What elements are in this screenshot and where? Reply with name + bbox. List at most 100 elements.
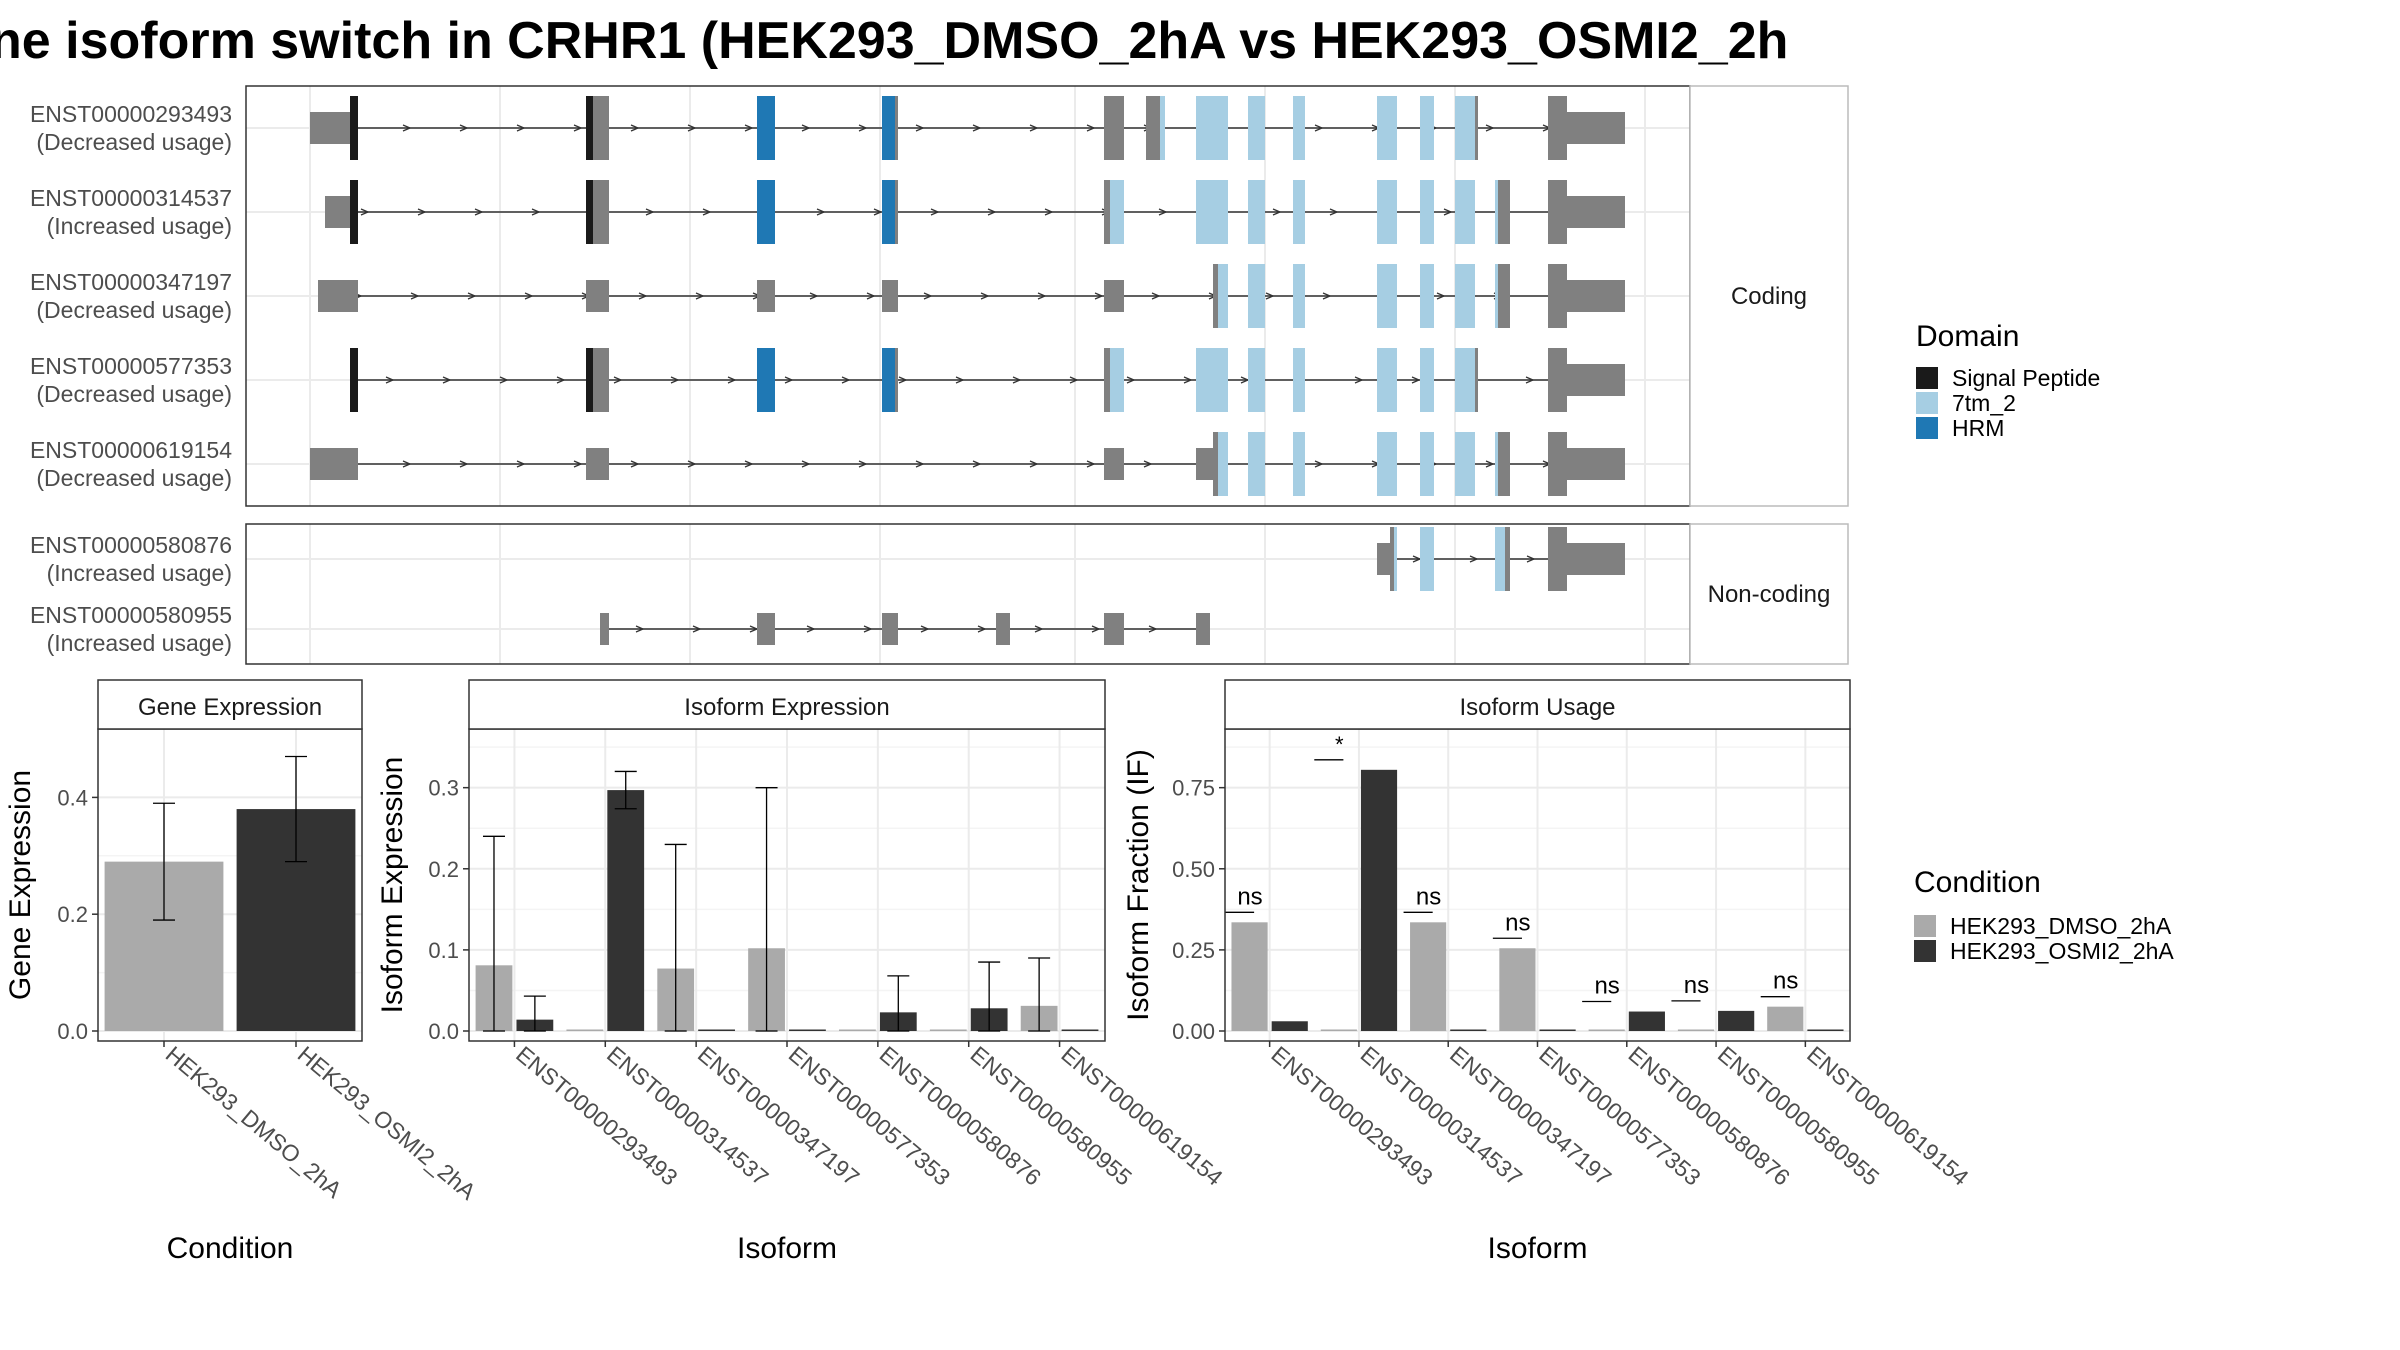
noncoding-strip xyxy=(1689,523,1849,665)
bar-HEK293_DMSO_2hA-ENST00000580955 xyxy=(1677,1029,1715,1031)
strand-arrow xyxy=(1148,625,1158,633)
exon xyxy=(1104,280,1124,312)
domain-signal_peptide xyxy=(586,180,593,244)
domain-tm7_2 xyxy=(1455,432,1475,496)
domain-hrm xyxy=(757,180,775,244)
domain-tm7_2 xyxy=(1293,180,1305,244)
significance-label: ns xyxy=(1237,883,1262,910)
domain-tm7_2 xyxy=(1377,96,1397,160)
y-axis-title: Isoform Expression xyxy=(376,757,409,1014)
strand-arrow xyxy=(467,292,477,300)
transcript-structure-plot: ENST00000293493(Decreased usage) ENST0000… xyxy=(30,85,1849,665)
strand-arrow xyxy=(385,376,395,384)
exon xyxy=(757,613,775,645)
strand-arrow xyxy=(630,460,640,468)
y-tick-label: 0.0 xyxy=(428,1019,459,1044)
condition-legend-label: HEK293_DMSO_2hA xyxy=(1950,913,2172,939)
y-tick-label: 0.2 xyxy=(428,857,459,882)
domain-tm7_2 xyxy=(1293,264,1305,328)
exon xyxy=(593,96,609,160)
exon xyxy=(1213,432,1218,496)
strand-arrow xyxy=(744,460,754,468)
strand-arrow xyxy=(695,292,705,300)
strand-arrow xyxy=(516,460,526,468)
strand-arrow xyxy=(524,292,534,300)
transcript-id-label: ENST00000577353 xyxy=(30,353,232,379)
bar-HEK293_OSMI2_2hA-ENST00000293493 xyxy=(1271,1021,1308,1031)
bar-panel-title: Gene Expression xyxy=(138,694,322,721)
y-tick-label: 0.3 xyxy=(428,776,459,801)
strand-arrow xyxy=(972,460,982,468)
strand-arrow xyxy=(1029,124,1039,132)
bar-HEK293_OSMI2_2hA-ENST00000347197 xyxy=(698,1029,735,1031)
strand-arrow xyxy=(1526,555,1536,563)
strand-arrow xyxy=(516,124,526,132)
y-tick-label: 0.25 xyxy=(1172,938,1215,963)
strand-arrow xyxy=(841,376,851,384)
significance-label: ns xyxy=(1773,968,1798,995)
domain-tm7_2 xyxy=(1377,180,1397,244)
exon xyxy=(586,448,609,480)
strand-arrow xyxy=(1329,208,1339,216)
strand-arrow xyxy=(459,124,469,132)
exon xyxy=(1567,364,1625,396)
domain-signal_peptide xyxy=(350,348,358,412)
x-tick-label: ENST00000577353 xyxy=(784,1041,956,1191)
exon xyxy=(1213,264,1218,328)
bar-HEK293_OSMI2_2hA-ENST00000347197 xyxy=(1450,1029,1487,1031)
strand-arrow xyxy=(360,208,370,216)
domain-hrm xyxy=(757,96,775,160)
domain-tm7_2 xyxy=(1110,348,1124,412)
strand-arrow xyxy=(645,208,655,216)
strand-arrow xyxy=(1411,376,1421,384)
strand-arrow xyxy=(702,208,712,216)
transcript-id-label: ENST00000580876 xyxy=(30,532,232,558)
strand-arrow xyxy=(687,460,697,468)
bar-panel-3: 0.00 0.25 0.50 0.75 ns * ns ns ns ns ns Isoform Usa… xyxy=(1122,679,1974,1265)
transcript-ENST00000293493: ENST00000293493(Decreased usage) xyxy=(30,96,1625,160)
domain-legend-key xyxy=(1916,392,1938,414)
significance-label: ns xyxy=(1505,909,1530,936)
exon xyxy=(310,112,350,144)
condition-legend-key xyxy=(1914,940,1936,962)
condition-legend-title: Condition xyxy=(1914,866,2041,899)
domain-tm7_2 xyxy=(1495,432,1498,496)
transcript-ENST00000619154: ENST00000619154(Decreased usage) xyxy=(30,432,1625,496)
domain-tm7_2 xyxy=(1420,180,1434,244)
strand-arrow xyxy=(1151,292,1161,300)
strand-arrow xyxy=(1485,460,1495,468)
y-axis-title: Gene Expression xyxy=(4,770,37,1000)
bar-panel-strip xyxy=(1224,679,1851,730)
strand-arrow xyxy=(1094,292,1104,300)
strand-arrow xyxy=(801,460,811,468)
strand-arrow xyxy=(499,376,509,384)
strand-arrow xyxy=(809,292,819,300)
domain-tm7_2 xyxy=(1196,96,1228,160)
strand-arrow xyxy=(630,124,640,132)
domain-tm7_2 xyxy=(1248,264,1265,328)
strand-arrow xyxy=(873,208,883,216)
domain-tm7_2 xyxy=(1377,348,1397,412)
strand-arrow xyxy=(858,124,868,132)
exon xyxy=(1104,180,1110,244)
strand-arrow xyxy=(556,376,566,384)
exon xyxy=(1196,448,1213,480)
exon xyxy=(1498,180,1510,244)
domain-signal_peptide xyxy=(350,96,358,160)
transcript-ENST00000347197: ENST00000347197(Decreased usage) xyxy=(30,264,1625,328)
bar-HEK293_OSMI2_2hA-ENST00000580955 xyxy=(1718,1010,1755,1031)
domain-legend-label: Signal Peptide xyxy=(1952,365,2100,391)
x-tick-label: ENST00000580955 xyxy=(966,1041,1138,1191)
noncoding-panel-bg xyxy=(246,524,1690,664)
domain-tm7_2 xyxy=(1248,432,1265,496)
x-tick-label: ENST00000580876 xyxy=(875,1041,1047,1191)
bar-HEK293_DMSO_2hA-ENST00000580876 xyxy=(839,1029,876,1031)
strand-arrow xyxy=(410,292,420,300)
domain-hrm xyxy=(757,348,775,412)
strand-arrow xyxy=(1436,292,1446,300)
transcript-usage-label: (Decreased usage) xyxy=(36,465,232,491)
x-tick-label: ENST00000314537 xyxy=(1356,1041,1528,1191)
exon xyxy=(1548,527,1567,591)
x-tick-label: ENST00000293493 xyxy=(1266,1041,1438,1191)
domain-tm7_2 xyxy=(1495,180,1498,244)
